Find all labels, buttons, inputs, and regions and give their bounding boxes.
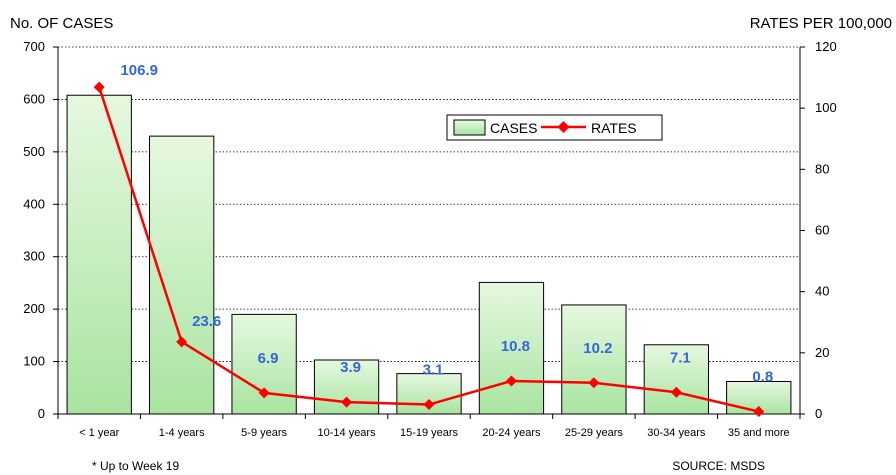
right-tick-label: 80 <box>815 161 829 176</box>
rate-data-label: 3.9 <box>340 359 361 376</box>
rate-data-label: 0.8 <box>752 369 773 386</box>
rate-data-label: 10.2 <box>583 340 612 357</box>
right-tick-label: 120 <box>815 39 837 54</box>
x-tick-label: 15-19 years <box>400 427 459 439</box>
legend-cases-swatch <box>453 119 486 136</box>
legend-rates-marker <box>557 121 570 133</box>
source-note: SOURCE: MSDS <box>672 459 765 473</box>
rate-data-label: 3.1 <box>423 362 444 379</box>
right-tick-label: 100 <box>815 100 837 115</box>
left-tick-label: 200 <box>23 301 45 316</box>
bar-cases <box>66 94 132 415</box>
line-series-rates <box>93 81 765 418</box>
rate-point <box>753 406 765 418</box>
legend: CASES RATES <box>446 114 663 141</box>
left-tick-label: 400 <box>23 196 45 211</box>
rate-data-label: 23.6 <box>192 313 221 330</box>
bar-series-cases <box>66 94 792 415</box>
left-tick-label: 0 <box>38 406 45 421</box>
x-axis-ticks: < 1 year 1-4 years 5-9 years 10-14 years 15-… <box>57 414 801 439</box>
left-tick-label: 100 <box>23 354 45 369</box>
rate-point <box>176 336 188 348</box>
rate-point <box>505 375 517 387</box>
rate-data-labels: 106.9 23.6 6.9 3.9 3.1 10.8 10.2 7.1 0.8 <box>120 62 773 385</box>
right-tick-label: 40 <box>815 284 829 299</box>
left-tick-label: 500 <box>23 144 45 159</box>
x-tick-label: 35 and more <box>728 427 790 439</box>
rate-point <box>588 377 600 389</box>
rate-point <box>341 396 353 408</box>
rate-data-label: 106.9 <box>120 62 158 79</box>
rate-point <box>423 399 435 411</box>
rate-data-label: 6.9 <box>258 350 279 367</box>
right-axis-title: RATES PER 100,000 <box>750 15 892 32</box>
left-tick-label: 600 <box>23 91 45 106</box>
left-axis-ticks: 0 100 200 300 400 500 600 700 <box>23 39 58 421</box>
x-tick-label: 1-4 years <box>159 427 205 439</box>
left-axis-title: No. OF CASES <box>10 15 113 32</box>
rate-point <box>93 81 105 93</box>
x-tick-label: 25-29 years <box>565 427 624 439</box>
rate-data-label: 10.8 <box>501 338 530 355</box>
right-tick-label: 0 <box>815 406 822 421</box>
legend-rates-label: RATES <box>591 120 637 136</box>
x-tick-label: 20-24 years <box>482 427 541 439</box>
rate-point <box>258 387 270 399</box>
rate-data-label: 7.1 <box>670 349 691 366</box>
x-tick-label: 5-9 years <box>241 427 287 439</box>
x-tick-label: 30-34 years <box>647 427 706 439</box>
right-tick-label: 60 <box>815 223 829 238</box>
x-tick-label: < 1 year <box>79 427 119 439</box>
legend-cases-label: CASES <box>490 120 537 136</box>
right-tick-label: 20 <box>815 345 829 360</box>
left-tick-label: 300 <box>23 249 45 264</box>
left-tick-label: 700 <box>23 39 45 54</box>
footnote: * Up to Week 19 <box>92 459 179 473</box>
x-tick-label: 10-14 years <box>318 427 377 439</box>
rate-point <box>670 386 682 398</box>
right-axis-ticks: 0 20 40 60 80 100 120 <box>800 39 837 421</box>
bar-cases <box>643 344 709 415</box>
bar-cases <box>561 304 627 415</box>
